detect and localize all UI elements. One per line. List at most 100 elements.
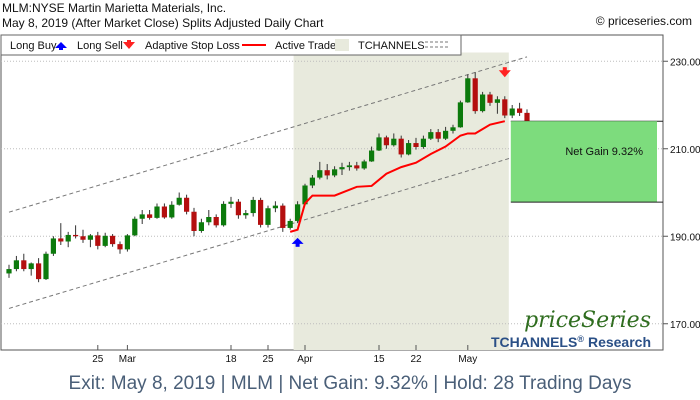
candle-up — [221, 203, 227, 226]
candle-up — [154, 206, 160, 218]
candle-up — [50, 238, 56, 254]
candle-up — [391, 138, 397, 146]
candle-down — [95, 235, 101, 246]
legend-long-sell-label: Long Sell — [77, 40, 123, 52]
candle-down — [435, 132, 441, 139]
candle-up — [265, 208, 271, 225]
candle-up — [450, 127, 456, 131]
candle-down — [235, 201, 241, 216]
candle-down — [324, 170, 330, 176]
candle-down — [258, 199, 264, 225]
candle-down — [184, 197, 190, 212]
research-brand-name: TCHANNELS — [491, 334, 577, 350]
candle-up — [124, 235, 130, 250]
candle-up — [28, 263, 34, 270]
channel-upper-line — [8, 56, 528, 213]
price-chart: 170.00 190.00 210.00 230.00 25 Mar 18 25 Apr 15 22… — [0, 34, 700, 365]
y-tick-label: 230.00 — [670, 57, 700, 68]
candle-down — [117, 244, 123, 250]
chart-title: MLM:NYSE Martin Marietta Materials, Inc. — [2, 1, 227, 15]
candle-up — [6, 269, 12, 274]
copyright: © priceseries.com — [595, 14, 692, 28]
registered-mark: ® — [577, 334, 584, 344]
candle-up — [272, 205, 278, 209]
candle-up — [139, 214, 145, 219]
long-sell-marker-icon — [498, 70, 511, 78]
priceseries-logo: priceSeries — [524, 308, 651, 333]
x-tick-label: Apr — [297, 354, 313, 365]
candle-up — [509, 108, 515, 116]
candle-up — [339, 167, 345, 170]
candle-down — [80, 236, 86, 240]
legend-long-buy-label: Long Buy — [10, 40, 57, 52]
candle-down — [213, 217, 219, 226]
tchannels-research-brand: TCHANNELS® Research — [491, 334, 651, 350]
candle-down — [161, 206, 167, 218]
active-trade-swatch-icon — [335, 39, 349, 51]
candle-down — [383, 137, 389, 146]
long-buy-marker-stem-icon — [295, 242, 300, 247]
candle-up — [420, 138, 426, 147]
candle-up — [65, 234, 71, 242]
long-buy-marker-icon — [291, 237, 304, 244]
y-tick-label: 210.00 — [670, 145, 700, 156]
candle-up — [332, 169, 338, 176]
x-tick-label: 22 — [410, 354, 422, 365]
candle-up — [309, 177, 315, 186]
candle-down — [147, 214, 153, 218]
candle-down — [21, 260, 27, 270]
channel-lower-line — [8, 152, 528, 309]
candle-up — [243, 213, 249, 216]
candle-down — [191, 211, 197, 231]
x-tick-label: 18 — [225, 354, 237, 365]
candle-up — [287, 220, 293, 228]
candle-up — [87, 235, 93, 240]
long-sell-marker-stem-icon — [502, 67, 507, 72]
candle-down — [413, 143, 419, 147]
legend-stop-loss-label: Adaptive Stop Loss — [145, 40, 240, 52]
y-tick-label: 190.00 — [670, 232, 700, 243]
candle-down — [110, 235, 116, 245]
candle-up — [250, 199, 256, 214]
candle-up — [169, 204, 175, 218]
long-sell-arrow-stem-icon — [127, 40, 131, 43]
candle-up — [465, 78, 471, 103]
net-gain-box — [510, 121, 657, 203]
candle-up — [43, 253, 49, 280]
x-tick-label: 15 — [373, 354, 385, 365]
candle-up — [443, 130, 449, 139]
candle-up — [480, 94, 486, 112]
candle-up — [361, 161, 367, 169]
candle-up — [302, 185, 308, 205]
candle-up — [295, 204, 301, 221]
candle-down — [398, 138, 404, 155]
candle-up — [13, 260, 19, 270]
candle-up — [428, 132, 434, 139]
candle-down — [487, 94, 493, 103]
long-buy-arrow-icon — [55, 42, 67, 48]
candle-down — [73, 234, 79, 237]
x-tick-label: 25 — [262, 354, 274, 365]
long-buy-arrow-stem-icon — [59, 47, 63, 50]
adaptive-stop-loss-line — [289, 120, 506, 233]
candle-up — [369, 150, 375, 162]
x-tick-label: Mar — [119, 354, 137, 365]
candle-down — [354, 165, 360, 169]
candle-up — [317, 170, 323, 178]
long-sell-arrow-icon — [123, 42, 135, 49]
candle-down — [517, 108, 523, 113]
candle-up — [406, 143, 412, 155]
x-tick-label: May — [458, 354, 477, 365]
chart-subtitle: May 8, 2019 (After Market Close) Splits … — [2, 16, 324, 30]
candle-down — [58, 238, 64, 242]
candle-up — [198, 222, 204, 231]
legend-active-trade-label: Active Trade — [275, 40, 336, 52]
x-tick-label: 25 — [92, 354, 104, 365]
net-gain-annotation: Net Gain 9.32% — [565, 146, 643, 158]
candle-down — [36, 263, 42, 280]
candle-down — [280, 205, 286, 228]
candle-up — [176, 197, 182, 205]
candle-down — [502, 99, 508, 116]
candle-up — [132, 218, 138, 236]
candle-up — [376, 137, 382, 151]
